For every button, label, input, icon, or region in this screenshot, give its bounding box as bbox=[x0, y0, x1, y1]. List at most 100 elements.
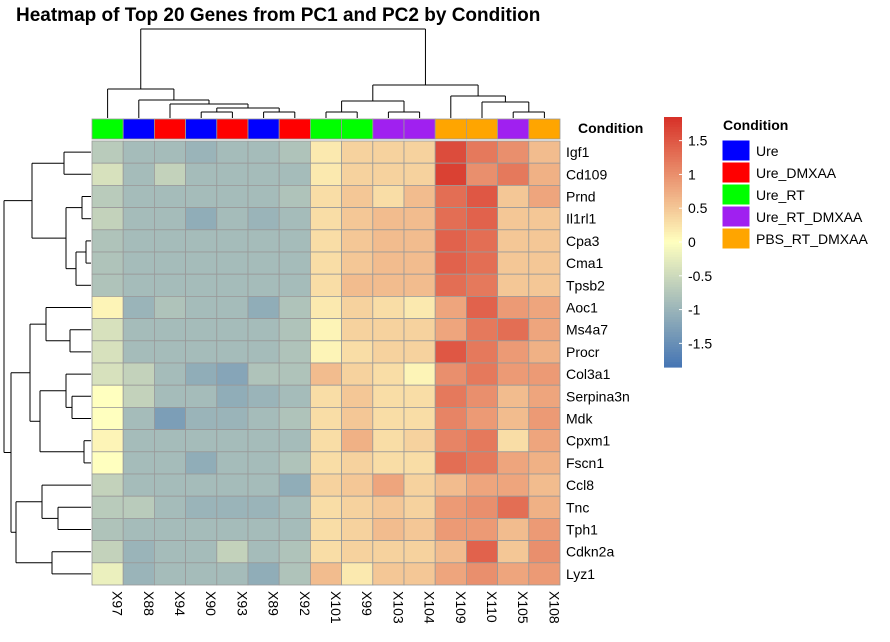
heatmap-cell bbox=[434, 140, 467, 164]
heatmap-cell bbox=[403, 451, 436, 475]
heatmap-cell bbox=[122, 362, 155, 386]
heatmap-cell bbox=[341, 140, 374, 164]
heatmap-cell bbox=[465, 340, 498, 364]
heatmap-cell bbox=[341, 162, 374, 186]
heatmap-cell bbox=[341, 229, 374, 253]
heatmap-cell bbox=[278, 229, 311, 253]
heatmap-cell bbox=[216, 495, 249, 519]
heatmap-cell bbox=[153, 251, 186, 275]
heatmap-cell bbox=[341, 406, 374, 430]
heatmap-cell bbox=[278, 451, 311, 475]
heatmap-cell bbox=[372, 229, 405, 253]
row-label: Igf1 bbox=[566, 144, 590, 160]
heatmap-cell bbox=[153, 451, 186, 475]
chart-title: Heatmap of Top 20 Genes from PC1 and PC2… bbox=[16, 5, 540, 26]
legend-swatch bbox=[721, 161, 751, 184]
heatmap-cell bbox=[309, 495, 342, 519]
heatmap-cell bbox=[91, 429, 124, 453]
heatmap-cell bbox=[309, 451, 342, 475]
condition-legend-title: Condition bbox=[723, 117, 788, 133]
heatmap-cell bbox=[309, 518, 342, 542]
heatmap-cell bbox=[372, 273, 405, 297]
heatmap-cell bbox=[434, 518, 467, 542]
heatmap-cell bbox=[185, 229, 218, 253]
heatmap-cell bbox=[122, 318, 155, 342]
heatmap-cell bbox=[278, 540, 311, 564]
column-label: X93 bbox=[234, 591, 250, 616]
heatmap-cell bbox=[434, 384, 467, 408]
legend-label: Ure_RT bbox=[756, 187, 805, 203]
condition-annotation-bar bbox=[91, 118, 561, 140]
heatmap-cell bbox=[497, 273, 530, 297]
heatmap-cell bbox=[465, 406, 498, 430]
annotation-header: Condition bbox=[578, 120, 643, 136]
heatmap-cell bbox=[216, 518, 249, 542]
heatmap-cell bbox=[278, 406, 311, 430]
column-label: X99 bbox=[359, 591, 375, 616]
heatmap-cell bbox=[403, 207, 436, 231]
heatmap-cell bbox=[372, 473, 405, 497]
row-label: Mdk bbox=[566, 411, 593, 427]
heatmap-cell bbox=[372, 406, 405, 430]
heatmap-cell bbox=[91, 562, 124, 586]
heatmap-cell bbox=[91, 473, 124, 497]
heatmap-cell bbox=[122, 273, 155, 297]
heatmap-cell bbox=[497, 140, 530, 164]
heatmap-cell bbox=[216, 540, 249, 564]
condition-annotation-cell bbox=[434, 118, 467, 140]
heatmap-cell bbox=[528, 562, 561, 586]
heatmap-cell bbox=[372, 184, 405, 208]
row-label: Aoc1 bbox=[566, 300, 598, 316]
heatmap-cell bbox=[122, 406, 155, 430]
heatmap-cell bbox=[247, 384, 280, 408]
heatmap-cell bbox=[528, 318, 561, 342]
row-label: Procr bbox=[566, 344, 600, 360]
heatmap-cell bbox=[216, 273, 249, 297]
heatmap-cell bbox=[278, 162, 311, 186]
heatmap-cell bbox=[247, 273, 280, 297]
heatmap-cell bbox=[528, 384, 561, 408]
heatmap-cell bbox=[465, 229, 498, 253]
heatmap-cell bbox=[185, 162, 218, 186]
condition-annotation-cell bbox=[185, 118, 218, 140]
heatmap-cell bbox=[497, 318, 530, 342]
heatmap-cell bbox=[341, 384, 374, 408]
heatmap-cell bbox=[497, 562, 530, 586]
heatmap-cell bbox=[434, 540, 467, 564]
heatmap-cell bbox=[153, 495, 186, 519]
heatmap-cell bbox=[247, 429, 280, 453]
heatmap-cell bbox=[153, 162, 186, 186]
heatmap-cell bbox=[528, 540, 561, 564]
heatmap-cell bbox=[122, 540, 155, 564]
heatmap-cell bbox=[403, 362, 436, 386]
row-label: Tph1 bbox=[566, 522, 598, 538]
heatmap-cell bbox=[216, 207, 249, 231]
heatmap-cell bbox=[497, 340, 530, 364]
heatmap-cell bbox=[434, 451, 467, 475]
heatmap-cell bbox=[403, 540, 436, 564]
heatmap-cell bbox=[185, 562, 218, 586]
heatmap-cell bbox=[309, 429, 342, 453]
row-dendrogram bbox=[3, 151, 91, 575]
heatmap-cell bbox=[309, 362, 342, 386]
heatmap-cell bbox=[185, 184, 218, 208]
heatmap-cell bbox=[465, 207, 498, 231]
condition-annotation-cell bbox=[91, 118, 124, 140]
row-label: Lyz1 bbox=[566, 566, 595, 582]
heatmap-cell bbox=[91, 295, 124, 319]
heatmap-cell bbox=[528, 362, 561, 386]
heatmap-cell bbox=[309, 340, 342, 364]
heatmap-cell bbox=[309, 406, 342, 430]
heatmap-cell bbox=[403, 384, 436, 408]
heatmap-cell bbox=[341, 495, 374, 519]
heatmap-cell bbox=[465, 384, 498, 408]
column-label: X104 bbox=[422, 591, 438, 624]
column-dendrogram bbox=[107, 28, 545, 118]
heatmap-cell bbox=[216, 384, 249, 408]
heatmap-cell bbox=[372, 207, 405, 231]
heatmap-cell bbox=[216, 251, 249, 275]
heatmap-cell bbox=[153, 273, 186, 297]
heatmap-cell bbox=[434, 562, 467, 586]
heatmap-cell bbox=[403, 229, 436, 253]
